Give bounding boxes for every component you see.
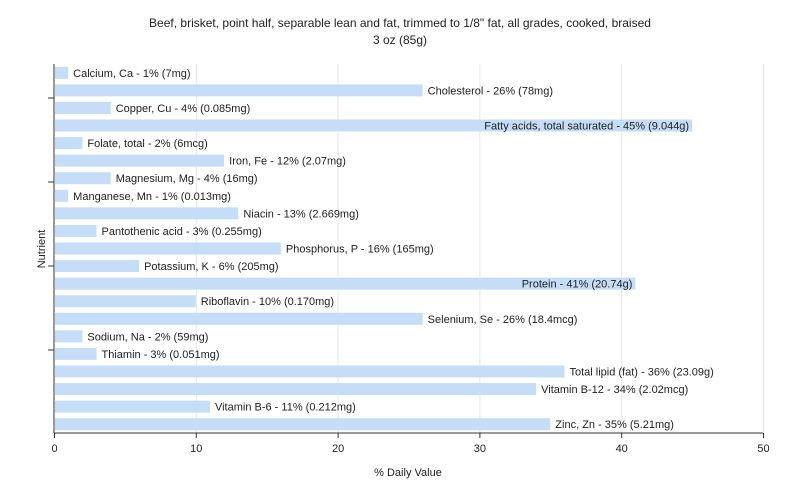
x-tick-label: 30 bbox=[474, 443, 486, 455]
bar bbox=[55, 137, 83, 150]
bar bbox=[55, 277, 636, 290]
x-axis-label: % Daily Value bbox=[374, 467, 442, 479]
bar-label: Manganese, Mn - 1% (0.013mg) bbox=[73, 191, 231, 203]
bar bbox=[55, 260, 140, 273]
bar-label: Vitamin B-12 - 34% (2.02mcg) bbox=[541, 384, 688, 396]
chart-subtitle: 3 oz (85g) bbox=[372, 33, 428, 47]
chart-title: Beef, brisket, point half, separable lea… bbox=[149, 16, 651, 30]
x-tick-label: 10 bbox=[190, 443, 202, 455]
bar bbox=[55, 418, 551, 431]
bar-label: Zinc, Zn - 35% (5.21mg) bbox=[555, 419, 674, 431]
bar bbox=[55, 172, 111, 185]
bar bbox=[55, 224, 97, 237]
bar-label: Cholesterol - 26% (78mg) bbox=[428, 85, 553, 97]
bar bbox=[55, 189, 69, 202]
bar bbox=[55, 330, 83, 343]
bar-label: Copper, Cu - 4% (0.085mg) bbox=[116, 103, 251, 115]
bar-label: Phosphorus, P - 16% (165mg) bbox=[286, 244, 434, 256]
bar-label: Vitamin B-6 - 11% (0.212mg) bbox=[215, 402, 356, 414]
bar-label: Folate, total - 2% (6mcg) bbox=[87, 138, 207, 150]
bar-label: Sodium, Na - 2% (59mg) bbox=[87, 331, 208, 343]
bar-label: Selenium, Se - 26% (18.4mcg) bbox=[428, 314, 578, 326]
bar-label: Magnesium, Mg - 4% (16mg) bbox=[116, 173, 258, 185]
y-axis-label: Nutrient bbox=[36, 230, 48, 269]
bar bbox=[55, 295, 196, 308]
bar bbox=[55, 66, 69, 79]
bar-label: Potassium, K - 6% (205mg) bbox=[144, 261, 279, 273]
x-tick-label: 40 bbox=[616, 443, 628, 455]
bar-label: Total lipid (fat) - 36% (23.09g) bbox=[569, 367, 713, 379]
bar-label: Fatty acids, total saturated - 45% (9.04… bbox=[484, 121, 689, 133]
bar bbox=[55, 400, 210, 413]
bar bbox=[55, 312, 423, 325]
bar-label: Protein - 41% (20.74g) bbox=[522, 279, 633, 291]
bar-label: Pantothenic acid - 3% (0.255mg) bbox=[102, 226, 262, 238]
y-axis-ticks bbox=[48, 97, 54, 351]
bar bbox=[55, 207, 239, 220]
bar-label: Riboflavin - 10% (0.170mg) bbox=[201, 296, 334, 308]
x-tick-label: 20 bbox=[332, 443, 344, 455]
bar bbox=[55, 101, 111, 114]
x-tick-label: 0 bbox=[51, 443, 57, 455]
x-tick-label: 50 bbox=[757, 443, 769, 455]
bar bbox=[55, 84, 423, 97]
bar-label: Calcium, Ca - 1% (7mg) bbox=[73, 68, 190, 80]
bar bbox=[55, 242, 281, 255]
axes bbox=[53, 64, 763, 434]
bar bbox=[55, 154, 225, 167]
bar bbox=[55, 119, 693, 132]
bar-label: Iron, Fe - 12% (2.07mg) bbox=[229, 156, 346, 168]
bar bbox=[55, 365, 565, 378]
bar-label: Niacin - 13% (2.669mg) bbox=[243, 208, 359, 220]
x-axis-ticks: 0 10 20 30 40 50 bbox=[51, 433, 770, 455]
bar-label: Thiamin - 3% (0.051mg) bbox=[102, 349, 220, 361]
bars: Calcium, Ca - 1% (7mg) Cholesterol - 26% … bbox=[55, 66, 714, 431]
bar bbox=[55, 347, 97, 360]
bar bbox=[55, 383, 537, 396]
